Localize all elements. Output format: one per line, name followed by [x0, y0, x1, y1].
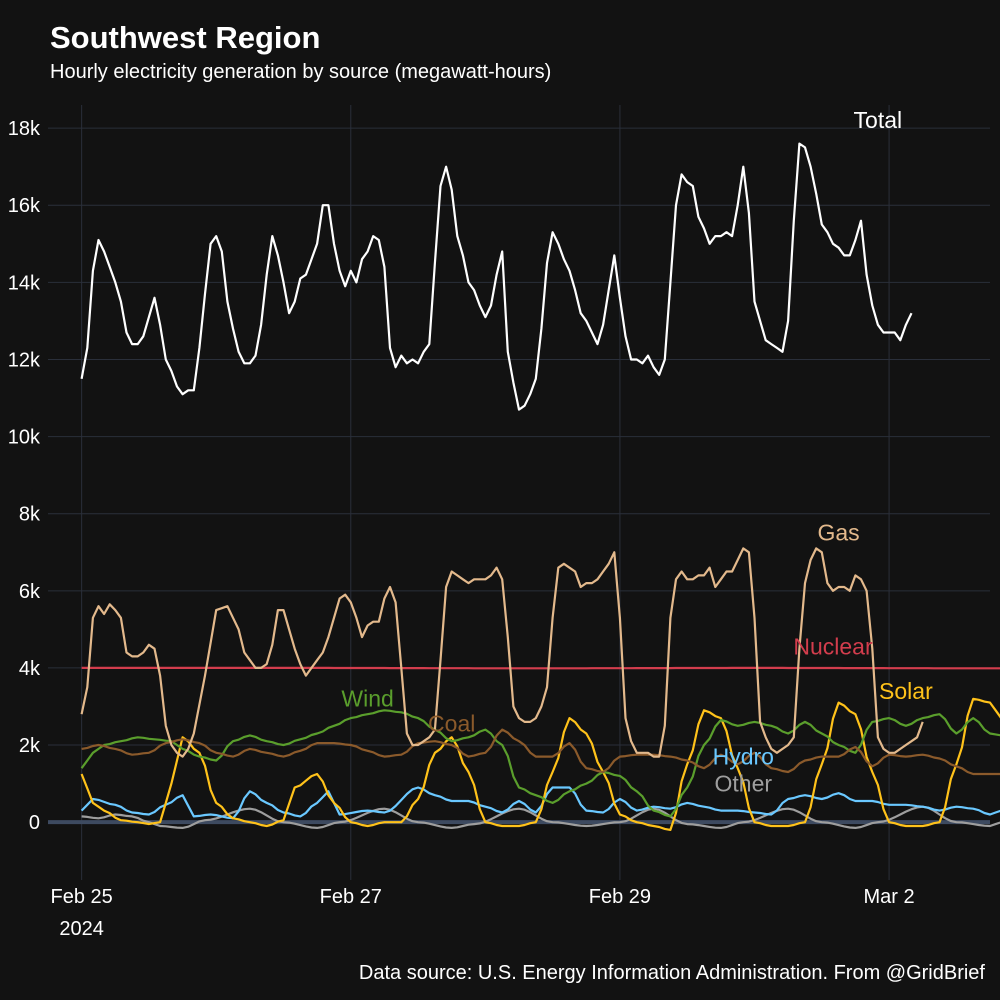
hydro-label: Hydro: [713, 743, 774, 769]
y-tick-label: 2k: [19, 735, 41, 757]
x-tick-sublabel: 2024: [59, 918, 104, 940]
gas-label: Gas: [818, 520, 860, 546]
total-line: [80, 142, 913, 411]
solar-label: Solar: [879, 678, 933, 704]
other-label: Other: [715, 770, 773, 796]
y-tick-label: 16k: [8, 195, 41, 217]
grid-lines: [48, 105, 990, 880]
y-tick-label: 6k: [19, 581, 41, 603]
coal-line: [81, 728, 1000, 776]
gas-line: [80, 547, 924, 758]
y-tick-label: 12k: [8, 349, 41, 371]
chart-caption: Data source: U.S. Energy Information Adm…: [358, 962, 985, 984]
y-tick-label: 4k: [19, 658, 41, 680]
x-tick-label: Feb 29: [589, 886, 651, 908]
coal-label: Coal: [428, 711, 475, 737]
y-tick-label: 10k: [8, 427, 41, 449]
x-tick-label: Feb 25: [51, 886, 113, 908]
hydro-line: [80, 786, 1000, 820]
y-tick-label: 8k: [19, 504, 41, 526]
axis-labels: 0 2k 4k 6k 8k 10k 12k 14k 16k 18k Feb 25 2024 Feb 27…: [8, 118, 915, 940]
y-tick-label: 0: [29, 812, 40, 834]
x-tick-label: Mar 2: [864, 886, 915, 908]
nuclear-label: Nuclear: [793, 633, 873, 659]
chart-title: Southwest Region: [50, 20, 321, 55]
x-tick-label: Feb 27: [320, 886, 382, 908]
wind-line: [80, 709, 1000, 818]
series-lines: [80, 142, 1000, 831]
y-tick-label: 18k: [8, 118, 41, 140]
other-line: [81, 805, 1000, 829]
wind-label: Wind: [341, 685, 393, 711]
y-tick-label: 14k: [8, 272, 41, 294]
total-label: Total: [854, 107, 903, 133]
chart-subtitle: Hourly electricity generation by source …: [50, 61, 552, 83]
solar-line: [80, 697, 1000, 831]
